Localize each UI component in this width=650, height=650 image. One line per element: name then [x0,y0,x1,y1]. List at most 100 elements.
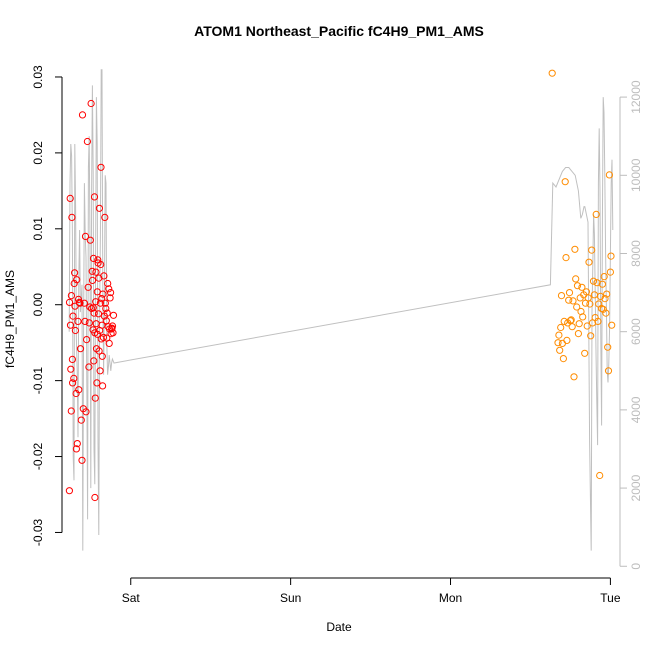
series1-point [85,363,93,371]
y-axis-label: fC4H9_PM1_AMS [3,270,17,368]
series2-points [548,69,616,480]
series2-point [588,246,596,254]
series1-point [74,295,83,303]
x-axis-label: Date [326,620,352,634]
y-tick-label: -0.03 [31,519,45,547]
series2-point [557,323,565,332]
series1-point [67,292,76,300]
series1-point [66,194,74,202]
series1-point [69,312,77,320]
series2-point [589,277,598,285]
series1-point [65,487,74,495]
series1-point [89,304,97,312]
series2-point [573,282,582,290]
series1-point [69,379,77,387]
series1-point [97,335,105,343]
series2-point [557,292,566,300]
altitude-line [68,69,614,551]
series2-point [555,331,563,339]
series2-point [586,300,594,308]
y-tick-label: -0.02 [31,443,45,471]
series2-point [603,290,611,298]
series2-point [572,275,580,283]
series1-point [99,382,107,390]
chart-title: ATOM1 Northeast_Pacific fC4H9_PM1_AMS [194,23,484,39]
series1-point [85,319,93,327]
series1-point [95,347,103,355]
series1-point [91,394,99,402]
series1-point [65,298,74,306]
series1-point [109,311,118,319]
series1-point [97,163,105,171]
series1-point [83,336,91,344]
series1-point [73,276,81,284]
series1-point [102,304,110,313]
series1-point [98,295,106,303]
series1-point [94,310,103,318]
y2-tick-label: 10000 [629,158,643,192]
x-tick-label: Sat [122,591,141,605]
series1-point [95,204,104,212]
series2-point [562,254,570,262]
y-tick-label: 0.00 [31,293,45,317]
series1-point [109,329,117,337]
series1-point [92,268,100,276]
series2-point [587,332,595,340]
y-tick-label: 0.01 [31,217,45,241]
series1-point [70,279,78,288]
series1-point [98,352,106,360]
series2-point [594,317,602,325]
y-axis-left: -0.03 -0.02 -0.01 0.00 0.01 0.02 0.03 [31,65,63,547]
series1-point [88,267,96,275]
series2-point [592,210,600,218]
series1-point [105,339,113,347]
series2-point [571,245,579,253]
x-tick-label: Mon [439,591,462,605]
series1-point [108,322,117,330]
series1-point [75,298,83,306]
y2-tick-label: 8000 [629,240,643,267]
series2-point [573,303,581,311]
series1-points [65,99,118,502]
series1-point [84,283,92,291]
y-axis-right: 0 2000 4000 6000 8000 10000 12000 [619,80,643,570]
series2-point [601,295,609,303]
series2-point [578,283,586,291]
series1-point [76,299,84,307]
series1-point [81,232,90,240]
series1-point [99,290,107,298]
series2-point [567,316,575,324]
series2-point [575,320,583,328]
series1-point [100,272,108,280]
series1-point [87,99,95,108]
series1-point [92,298,100,306]
y2-tick-label: 0 [629,563,643,570]
series2-point [556,346,564,354]
series2-point [600,273,608,281]
series2-point [579,313,587,321]
series1-point [68,355,77,363]
series2-point [548,69,556,77]
series2-point [570,373,578,381]
series2-point [602,309,610,317]
series1-point [71,326,80,335]
y-tick-label: 0.02 [31,141,45,165]
series2-point [565,289,574,297]
series1-point [107,289,115,297]
series1-point [90,193,99,201]
plot-area [65,69,616,551]
series1-point [68,213,76,221]
series1-point [105,285,113,293]
series1-point [67,407,75,415]
y2-tick-label: 2000 [629,474,643,501]
y2-tick-label: 12000 [629,80,643,114]
series1-point [96,299,105,307]
series1-point [86,236,94,244]
series1-point [90,357,98,365]
series1-point [76,345,85,353]
series2-point [559,355,568,363]
altitude-line-group [68,69,614,551]
series2-point [563,336,571,344]
series2-point [607,252,615,260]
